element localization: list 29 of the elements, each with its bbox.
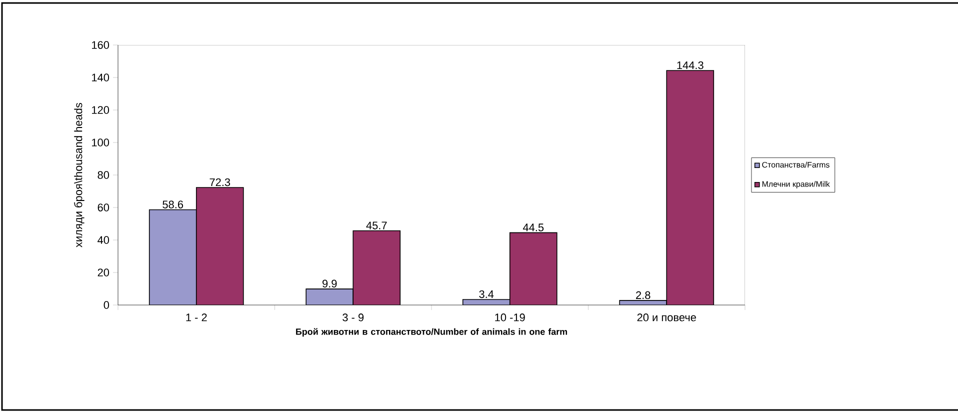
data-label: 2.8	[636, 291, 650, 300]
x-tick-label: 3 - 9	[342, 314, 364, 322]
x-axis-title: Брой животни в стопанството/Number of animals in one farm	[296, 328, 568, 337]
bar	[306, 288, 354, 305]
y-tick-label: 80	[98, 171, 110, 179]
y-tick-label: 120	[92, 106, 110, 114]
y-tick-label: 160	[92, 41, 110, 49]
data-label: 72.3	[210, 178, 230, 186]
y-tick-label: 140	[92, 74, 110, 82]
y-tick-label: 60	[98, 204, 110, 212]
data-label: 3.4	[479, 290, 494, 298]
x-tick-label: 10 -19	[495, 314, 525, 322]
data-label: 9.9	[322, 280, 337, 288]
data-label: 44.5	[522, 224, 544, 232]
y-axis-title: хиляди броя\thousand heads	[74, 102, 84, 248]
y-tick-label: 0	[104, 301, 110, 309]
data-label: 144.3	[677, 61, 704, 70]
y-tick-label: 20	[98, 268, 110, 276]
bar	[352, 230, 401, 305]
bar	[509, 232, 558, 305]
bar	[666, 70, 714, 305]
data-label: 45.7	[366, 222, 387, 230]
y-tick-label: 100	[92, 138, 110, 146]
y-tick-label: 40	[98, 236, 110, 244]
x-tick-label: 20 и повече	[637, 314, 696, 322]
bar	[196, 187, 244, 305]
x-tick-label: 1 - 2	[186, 314, 207, 322]
data-label: 58.6	[162, 200, 184, 208]
bar	[148, 209, 197, 305]
